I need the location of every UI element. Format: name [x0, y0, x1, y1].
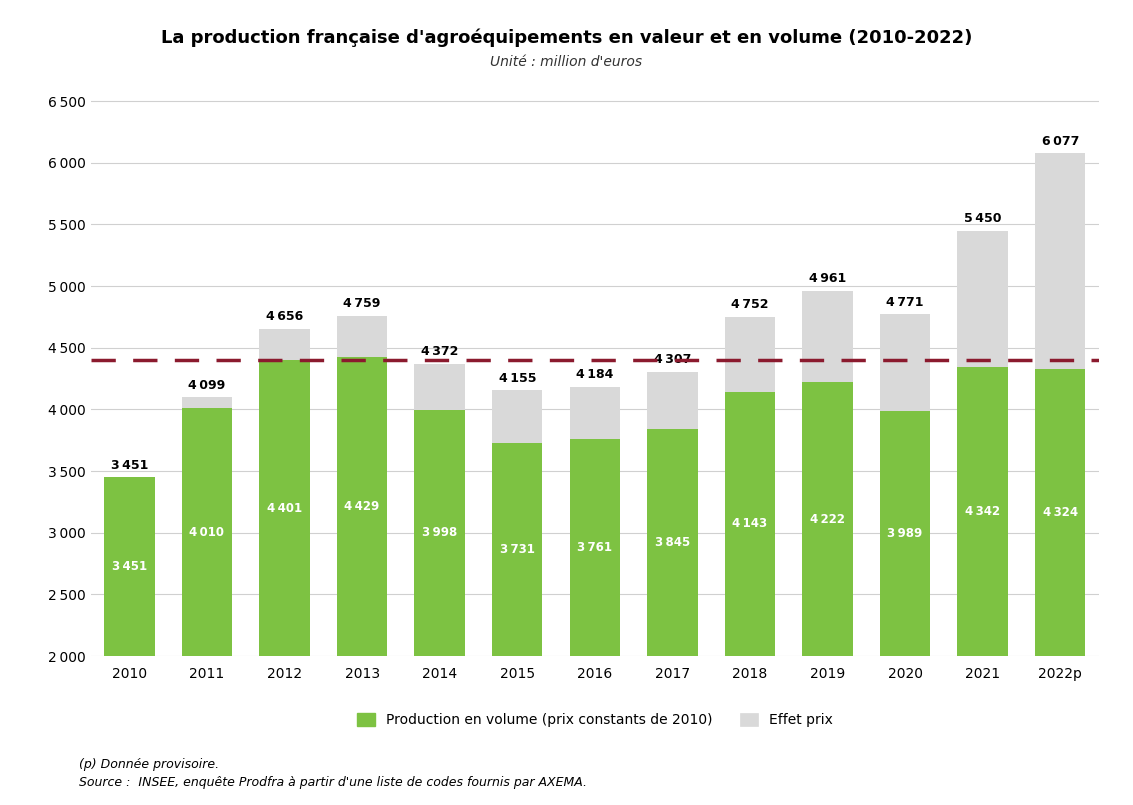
Text: 4 771: 4 771 — [886, 295, 923, 309]
Text: 4 324: 4 324 — [1042, 506, 1077, 519]
Text: 4 155: 4 155 — [499, 372, 536, 385]
Bar — [259, 360, 309, 805]
Text: 3 761: 3 761 — [578, 541, 612, 554]
Text: 4 752: 4 752 — [731, 298, 768, 312]
Text: 3 989: 3 989 — [887, 527, 922, 540]
Text: 4 656: 4 656 — [266, 310, 304, 323]
Bar — [570, 439, 620, 805]
Text: 3 451: 3 451 — [111, 459, 148, 472]
Bar — [880, 411, 930, 805]
Bar — [415, 410, 465, 805]
Text: Unité : million d'euros: Unité : million d'euros — [491, 55, 642, 68]
Bar — [957, 230, 1008, 367]
Bar — [647, 372, 698, 428]
Text: 4 143: 4 143 — [732, 518, 767, 530]
Text: La production française d'agroéquipements en valeur et en volume (2010-2022): La production française d'agroéquipement… — [161, 28, 972, 47]
Text: 4 429: 4 429 — [344, 500, 380, 513]
Text: 4 222: 4 222 — [810, 513, 845, 526]
Text: 3 998: 3 998 — [423, 526, 458, 539]
Bar — [725, 316, 775, 392]
Bar — [647, 428, 698, 805]
Bar — [415, 364, 465, 410]
Bar — [802, 291, 853, 382]
Legend: Production en volume (prix constants de 2010), Effet prix: Production en volume (prix constants de … — [357, 713, 833, 728]
Text: 5 450: 5 450 — [964, 212, 1002, 225]
Text: 3 731: 3 731 — [500, 543, 535, 555]
Text: Source :  INSEE, enquête Prodfra à partir d'une liste de codes fournis par AXEMA: Source : INSEE, enquête Prodfra à partir… — [79, 776, 587, 789]
Text: 4 307: 4 307 — [654, 353, 691, 366]
Text: 4 342: 4 342 — [965, 506, 1000, 518]
Text: 4 372: 4 372 — [421, 345, 459, 358]
Bar — [104, 477, 154, 805]
Text: 4 184: 4 184 — [577, 368, 613, 382]
Bar — [802, 382, 853, 805]
Text: 3 451: 3 451 — [112, 560, 147, 573]
Bar — [1036, 153, 1085, 369]
Text: 4 099: 4 099 — [188, 378, 225, 392]
Text: (p) Donnée provisoire.: (p) Donnée provisoire. — [79, 758, 220, 771]
Bar — [725, 392, 775, 805]
Bar — [181, 397, 232, 408]
Bar — [1036, 369, 1085, 805]
Bar — [957, 367, 1008, 805]
Bar — [337, 357, 387, 805]
Text: 6 077: 6 077 — [1041, 134, 1079, 148]
Text: 4 401: 4 401 — [267, 502, 303, 514]
Bar — [492, 390, 543, 443]
Bar — [181, 408, 232, 805]
Bar — [570, 386, 620, 439]
Text: 3 845: 3 845 — [655, 536, 690, 549]
Text: 4 759: 4 759 — [343, 297, 381, 310]
Bar — [337, 316, 387, 357]
Bar — [880, 315, 930, 411]
Text: 4 961: 4 961 — [809, 272, 846, 286]
Bar — [492, 443, 543, 805]
Text: 4 010: 4 010 — [189, 526, 224, 539]
Bar — [259, 328, 309, 360]
